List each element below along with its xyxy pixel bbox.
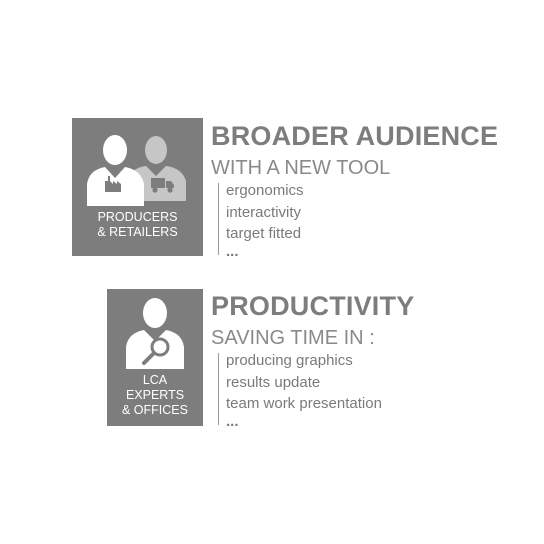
producers-retailers-tile: PRODUCERS & RETAILERS bbox=[72, 118, 203, 256]
list-divider bbox=[218, 183, 219, 255]
heading-productivity: PRODUCTIVITY bbox=[211, 291, 415, 321]
person-magnifier-icon bbox=[126, 298, 184, 369]
task-list: producing graphics results update team w… bbox=[226, 350, 382, 429]
subheading-with-new-tool: WITH A NEW TOOL bbox=[211, 157, 391, 179]
person-truck-icon bbox=[128, 136, 186, 201]
list-item: ... bbox=[226, 412, 239, 430]
feature-list: ergonomics interactivity target fitted .… bbox=[226, 180, 304, 259]
person-factory-icon bbox=[87, 135, 144, 206]
list-item: ergonomics bbox=[226, 182, 304, 199]
tile-label: PRODUCERS & RETAILERS bbox=[97, 210, 178, 239]
list-item: target fitted bbox=[226, 225, 302, 242]
list-item: ... bbox=[226, 242, 239, 260]
heading-broader-audience: BROADER AUDIENCE bbox=[211, 121, 499, 151]
lca-experts-tile: LCA EXPERTS & OFFICES bbox=[107, 289, 203, 426]
list-divider bbox=[218, 353, 219, 425]
list-item: producing graphics bbox=[226, 352, 353, 369]
list-item: interactivity bbox=[226, 203, 302, 221]
subheading-saving-time: SAVING TIME IN : bbox=[211, 327, 375, 349]
list-item: team work presentation bbox=[226, 395, 382, 412]
tile-label: LCA EXPERTS & OFFICES bbox=[122, 373, 188, 417]
list-item: results update bbox=[226, 373, 321, 391]
